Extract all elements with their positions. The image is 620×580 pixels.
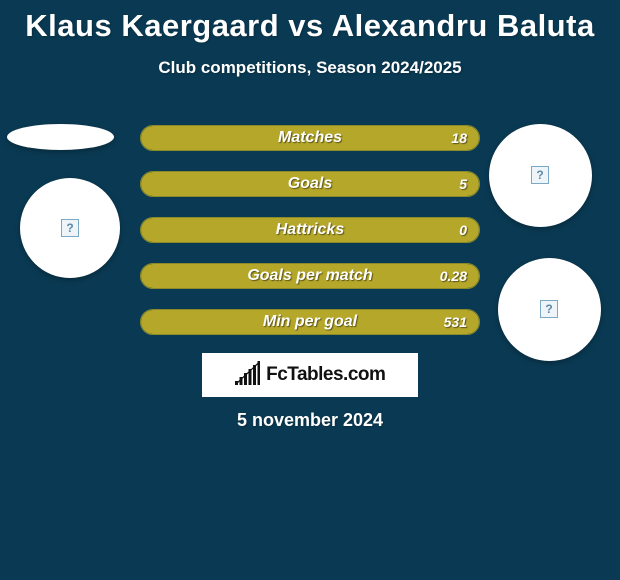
stat-bar-fill (141, 264, 479, 288)
season-subtitle: Club competitions, Season 2024/2025 (0, 58, 620, 78)
stat-bar-fill (141, 218, 479, 242)
stat-value: 531 (444, 314, 467, 330)
stat-bar-fill (141, 310, 479, 334)
stat-bar: Goals5 (140, 171, 480, 197)
logo-text: FcTables.com (266, 364, 385, 386)
stat-value: 0 (459, 222, 467, 238)
player-left-avatar: ? (20, 178, 120, 278)
stat-bar-fill (141, 126, 479, 150)
placeholder-icon: ? (61, 219, 79, 237)
stat-value: 0.28 (440, 268, 467, 284)
stats-bars: Matches18 Goals5 Hattricks0 Goals per match… (140, 125, 480, 355)
stat-bar: Hattricks0 (140, 217, 480, 243)
logo-bars-icon (235, 361, 261, 390)
stat-bar: Min per goal531 (140, 309, 480, 335)
question-mark-icon: ? (66, 221, 73, 235)
stat-bar: Matches18 (140, 125, 480, 151)
placeholder-icon: ? (531, 166, 549, 184)
player-right-avatar-1: ? (489, 124, 592, 227)
stat-bar: Goals per match0.28 (140, 263, 480, 289)
stat-value: 18 (451, 130, 467, 146)
fctables-logo: FcTables.com (202, 353, 418, 397)
player-right-avatar-2: ? (498, 258, 601, 361)
page-title: Klaus Kaergaard vs Alexandru Baluta (0, 0, 620, 44)
stat-bar-fill (141, 172, 479, 196)
question-mark-icon: ? (536, 168, 543, 182)
player-left-ellipse (7, 124, 114, 150)
placeholder-icon: ? (540, 300, 558, 318)
question-mark-icon: ? (545, 302, 552, 316)
snapshot-date: 5 november 2024 (0, 410, 620, 431)
stat-value: 5 (459, 176, 467, 192)
